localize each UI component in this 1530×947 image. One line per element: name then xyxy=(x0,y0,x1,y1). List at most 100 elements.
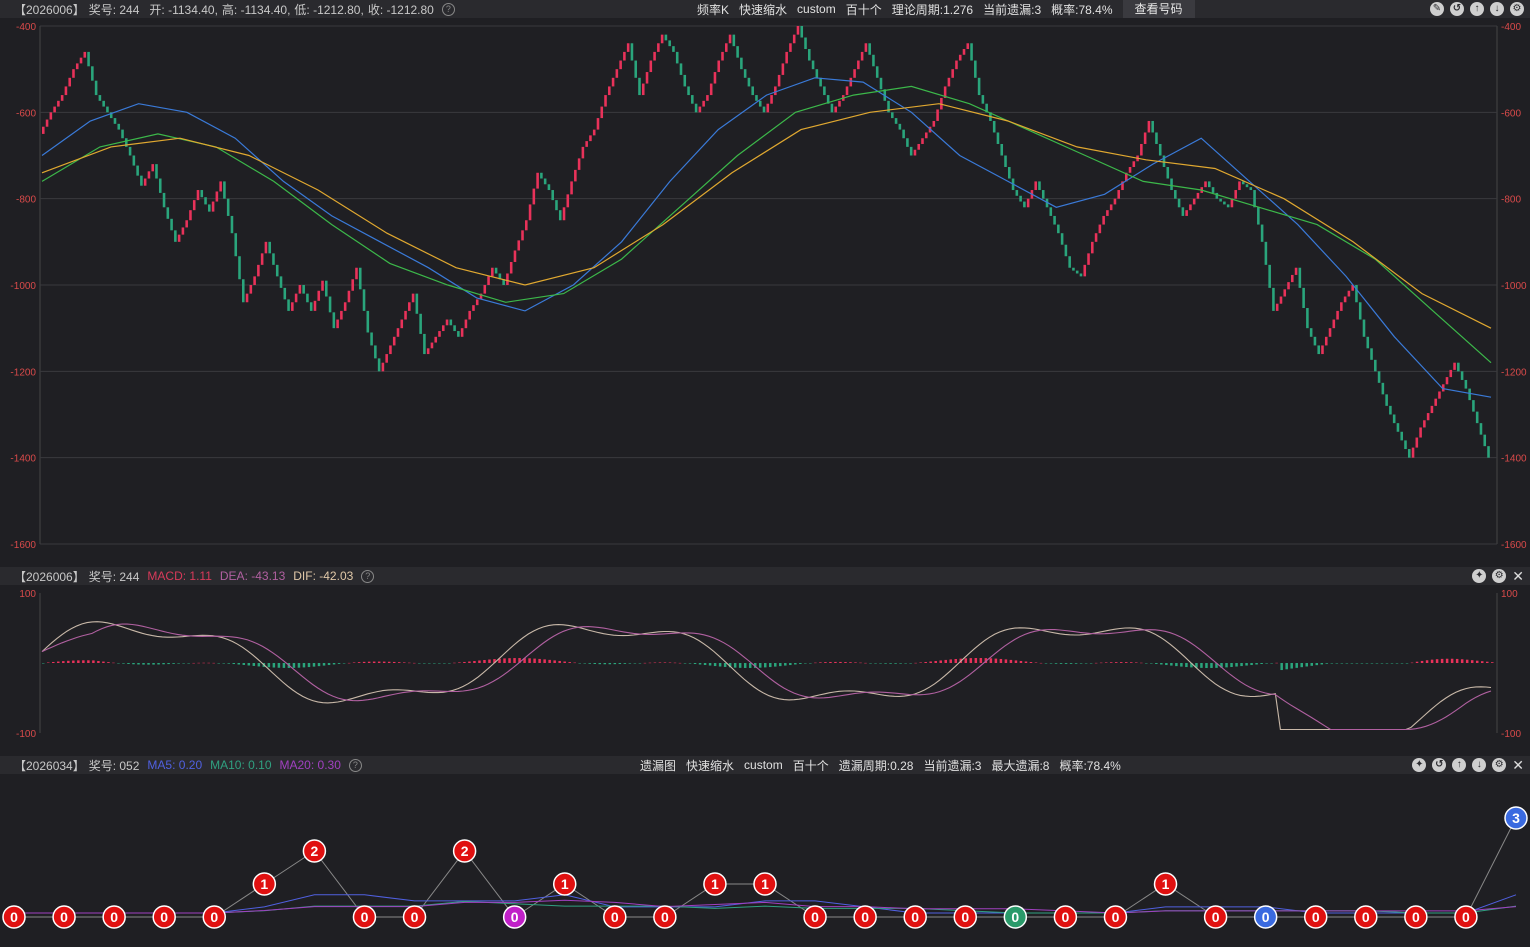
candle xyxy=(770,95,773,104)
candle xyxy=(1057,224,1060,234)
candle xyxy=(577,158,581,170)
candle xyxy=(366,310,370,333)
macd-bar xyxy=(964,658,968,663)
omission-marker-label: 0 xyxy=(110,909,118,925)
candle xyxy=(917,143,921,150)
candle xyxy=(151,164,155,172)
candle xyxy=(449,319,453,326)
macd-bar xyxy=(1099,662,1103,664)
macd-bar xyxy=(779,663,782,667)
candle xyxy=(962,49,966,55)
candle xyxy=(340,310,343,320)
candle xyxy=(1192,198,1196,205)
settings-icon[interactable]: ⚙ xyxy=(1492,569,1507,583)
macd-bar xyxy=(67,660,70,663)
close-icon[interactable]: ✕ xyxy=(1512,756,1524,773)
undo-icon[interactable]: ↺ xyxy=(1450,2,1464,16)
candle xyxy=(1034,181,1037,191)
edit-icon[interactable]: ✎ xyxy=(1430,2,1444,16)
candle xyxy=(1355,285,1358,303)
macd-bar xyxy=(1004,659,1008,663)
candle xyxy=(509,261,513,274)
macd-bar xyxy=(267,663,271,668)
candle xyxy=(540,172,543,179)
macd-id: 【2026006】 xyxy=(14,569,85,584)
settings-icon[interactable]: ⚙ xyxy=(1510,2,1524,16)
macd-bar xyxy=(1370,663,1374,664)
pin-icon[interactable]: ✦ xyxy=(1412,758,1427,772)
candle xyxy=(343,302,347,311)
up-icon[interactable]: ↑ xyxy=(1452,758,1467,772)
candle xyxy=(1223,201,1226,205)
macd-bar xyxy=(112,662,115,664)
candle xyxy=(215,191,219,202)
up-icon[interactable]: ↑ xyxy=(1470,2,1484,16)
y-tick-label-right: -1600 xyxy=(1501,540,1527,551)
omission-ma-line xyxy=(14,899,1517,914)
candle xyxy=(1174,190,1177,199)
macd-bar xyxy=(563,661,566,663)
settings-icon[interactable]: ⚙ xyxy=(1492,758,1507,772)
help-icon[interactable]: ? xyxy=(361,569,375,583)
candle xyxy=(1389,405,1392,415)
macd-bar xyxy=(1280,663,1283,671)
candle xyxy=(826,95,830,104)
macd-bar xyxy=(1440,658,1444,663)
candle xyxy=(1441,384,1445,392)
macd-bar xyxy=(102,661,105,663)
candle xyxy=(441,325,445,332)
undo-icon[interactable]: ↺ xyxy=(1432,758,1447,772)
candle xyxy=(223,181,226,199)
candle xyxy=(800,26,804,38)
help-icon[interactable]: ? xyxy=(441,2,455,16)
candle xyxy=(302,285,305,294)
candle xyxy=(309,302,313,311)
macd-bar xyxy=(147,663,150,665)
candle xyxy=(453,325,456,332)
candle xyxy=(1377,371,1381,383)
macd-bar xyxy=(117,663,120,664)
macd-bar xyxy=(1104,662,1108,663)
candle xyxy=(1023,201,1026,208)
omission-marker xyxy=(953,905,978,929)
candle xyxy=(1177,198,1181,208)
omission-marker xyxy=(1153,872,1178,896)
omission-marker-label: 0 xyxy=(1062,909,1070,925)
candle xyxy=(517,240,521,251)
macd-bar xyxy=(814,662,817,664)
macd-bar xyxy=(142,663,145,665)
candle xyxy=(1215,192,1219,199)
macd-bar xyxy=(322,663,326,666)
candle xyxy=(966,43,970,50)
candle xyxy=(174,230,177,242)
candle xyxy=(596,118,600,130)
macd-bar xyxy=(1340,663,1344,664)
candle xyxy=(241,279,245,303)
candle xyxy=(1053,215,1056,225)
macd-bar xyxy=(1410,662,1414,664)
close-icon[interactable]: ✕ xyxy=(1512,567,1524,584)
down-icon[interactable]: ↓ xyxy=(1472,758,1487,772)
pin-icon[interactable]: ✦ xyxy=(1472,569,1487,583)
macd-bar xyxy=(107,662,110,663)
macd-bar xyxy=(468,661,471,663)
candle xyxy=(728,34,732,44)
view-numbers-button[interactable]: 查看号码 xyxy=(1122,0,1195,18)
candle xyxy=(781,63,785,75)
macd-bar xyxy=(924,661,927,663)
down-icon[interactable]: ↓ xyxy=(1490,2,1504,16)
candle xyxy=(887,100,890,113)
candle xyxy=(645,72,649,84)
macd-bar xyxy=(974,658,978,663)
y-tick-label-left: -100 xyxy=(16,729,36,740)
candle xyxy=(445,319,449,326)
macd-bar xyxy=(473,661,476,663)
help-icon[interactable]: ? xyxy=(348,758,362,772)
candle xyxy=(1117,190,1121,199)
macd-bar xyxy=(618,663,622,665)
macd-bar xyxy=(423,663,426,664)
candle xyxy=(1166,167,1170,179)
macd-bar xyxy=(1049,663,1053,664)
macd-bar xyxy=(1235,663,1238,667)
candle xyxy=(679,63,683,75)
